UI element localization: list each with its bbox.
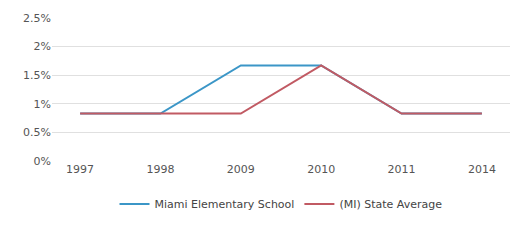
svg-text:2.5%: 2.5% xyxy=(23,12,51,25)
svg-text:1998: 1998 xyxy=(146,163,174,176)
svg-text:2011: 2011 xyxy=(388,163,416,176)
svg-text:Miami Elementary School: Miami Elementary School xyxy=(155,198,295,211)
svg-text:2009: 2009 xyxy=(227,163,255,176)
svg-text:2%: 2% xyxy=(34,40,51,53)
svg-text:(MI) State Average: (MI) State Average xyxy=(339,198,442,211)
svg-text:0.5%: 0.5% xyxy=(23,126,51,139)
svg-text:2010: 2010 xyxy=(307,163,335,176)
svg-text:0%: 0% xyxy=(34,155,51,168)
svg-text:1%: 1% xyxy=(34,98,51,111)
svg-text:1.5%: 1.5% xyxy=(23,69,51,82)
svg-text:2014: 2014 xyxy=(468,163,496,176)
svg-text:1997: 1997 xyxy=(66,163,94,176)
